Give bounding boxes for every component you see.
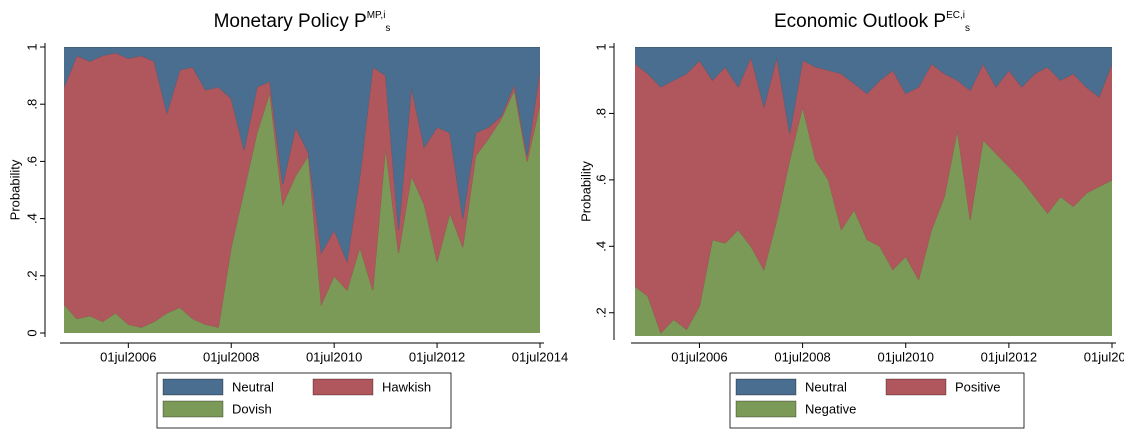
x-tick-label: 01jul2012 (981, 349, 1037, 364)
plot-area (635, 47, 1112, 336)
legend-label: Negative (805, 401, 856, 416)
y-tick-label: .4 (24, 213, 39, 224)
legend-swatch (312, 378, 374, 396)
title-sub: s (385, 23, 390, 34)
y-tick-label: 0 (24, 329, 39, 336)
y-tick-label: .8 (24, 99, 39, 110)
legend-label: Neutral (805, 379, 847, 394)
title-sup: MP,i (367, 10, 386, 21)
y-tick-label: 1 (24, 43, 39, 50)
chart-title: Monetary Policy PMP,i s (214, 10, 391, 34)
y-tick-label: .2 (593, 307, 608, 318)
x-tick-label: 01jul2010 (878, 349, 934, 364)
x-tick-label: 01jul2014 (1084, 349, 1124, 364)
x-tick-label: 01jul2010 (306, 349, 362, 364)
x-tick-label: 01jul2006 (100, 349, 156, 364)
x-tick-label: 01jul2014 (512, 349, 568, 364)
y-tick-label: .2 (24, 270, 39, 281)
legend-swatch (162, 378, 224, 396)
title-text: Economic Outlook P (774, 11, 946, 32)
x-tick-label: 01jul2006 (671, 349, 727, 364)
y-tick-label: .6 (593, 174, 608, 185)
x-tick-label: 01jul2008 (774, 349, 830, 364)
plot-area (64, 47, 540, 333)
legend-swatch (735, 378, 797, 396)
title-text: Monetary Policy P (214, 11, 367, 32)
legend-swatch (885, 378, 947, 396)
y-tick-label: .4 (593, 241, 608, 252)
x-tick-label: 01jul2012 (409, 349, 465, 364)
y-axis-label: Probability (7, 159, 22, 220)
legend-label: Dovish (232, 401, 272, 416)
title-sup: EC,i (946, 10, 965, 21)
legend-label: Neutral (232, 379, 274, 394)
legend-swatch (735, 400, 797, 418)
y-tick-label: .8 (593, 108, 608, 119)
title-sub: s (965, 23, 970, 34)
chart-title: Economic Outlook PEC,is (774, 10, 970, 34)
legend-label: Positive (955, 379, 1001, 394)
y-tick-label: 1 (593, 43, 608, 50)
y-axis-label: Probability (578, 161, 593, 222)
area (64, 47, 540, 264)
legend-swatch (162, 400, 224, 418)
legend-label: Hawkish (382, 379, 431, 394)
area (635, 47, 1112, 134)
x-tick-label: 01jul2008 (203, 349, 259, 364)
y-tick-label: .6 (24, 156, 39, 167)
